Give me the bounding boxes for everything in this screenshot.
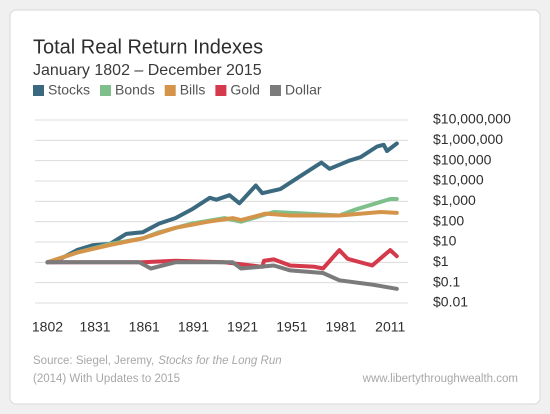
x-tick-label: 1802 <box>32 319 63 335</box>
y-tick-label: $0.01 <box>433 294 468 310</box>
legend-label: Stocks <box>48 82 90 98</box>
x-tick-label: 2011 <box>375 319 405 335</box>
y-tick-label: $10,000 <box>433 172 484 188</box>
source-line: (2014) With Updates to 2015 <box>33 373 180 385</box>
legend-label: Dollar <box>285 82 322 98</box>
source-prefix: Source: Siegel, Jeremy, <box>33 355 154 367</box>
y-tick-label: $10 <box>433 233 457 249</box>
x-tick-label: 1921 <box>227 319 258 335</box>
source: Source: Siegel, Jeremy, Stocks for the Lo… <box>33 355 282 367</box>
line-series <box>45 248 399 271</box>
source-italic: Stocks for the Long Run <box>158 355 281 367</box>
x-tick-label: 1831 <box>79 319 110 335</box>
website: www.libertythroughwealth.com <box>362 373 518 385</box>
y-tick-label: $10,000,000 <box>433 111 511 127</box>
legend-label: Gold <box>230 82 260 98</box>
y-tick-label: $100,000 <box>433 151 492 167</box>
x-tick-label: 1891 <box>178 319 209 335</box>
legend-item: Bonds <box>100 82 155 98</box>
y-tick-label: $0.1 <box>433 273 460 289</box>
chart-subtitle: January 1802 – December 2015 <box>33 62 262 79</box>
legend: Stocks Bonds Bills Gold Dollar <box>33 82 322 98</box>
x-tick-label: 1951 <box>276 319 307 335</box>
line-series <box>45 260 399 291</box>
legend-swatch <box>100 85 112 96</box>
legend-swatch <box>164 85 176 96</box>
legend-label: Bills <box>180 82 206 98</box>
y-tick-label: $1 <box>433 253 449 269</box>
legend-label: Bonds <box>115 82 155 98</box>
legend-swatch <box>215 85 227 96</box>
legend-swatch <box>269 85 281 96</box>
card <box>9 9 541 405</box>
y-tick-label: $1,000,000 <box>433 131 503 147</box>
y-tick-label: $100 <box>433 212 464 228</box>
line-series <box>45 210 399 265</box>
legend-item: Gold <box>215 82 260 98</box>
x-tick-label: 1861 <box>129 319 160 335</box>
chart-title: Total Real Return Indexes <box>33 36 263 58</box>
legend-item: Dollar <box>269 82 322 98</box>
y-tick-label: $1,000 <box>433 192 476 208</box>
plot-area: $0.01 $0.1 $1 $10 $100 $1,000 $10,000 $100,000 $… <box>32 111 511 335</box>
x-tick-label: 1981 <box>325 319 356 335</box>
legend-item: Stocks <box>33 82 90 98</box>
legend-item: Bills <box>164 82 206 98</box>
legend-swatch <box>33 85 44 96</box>
